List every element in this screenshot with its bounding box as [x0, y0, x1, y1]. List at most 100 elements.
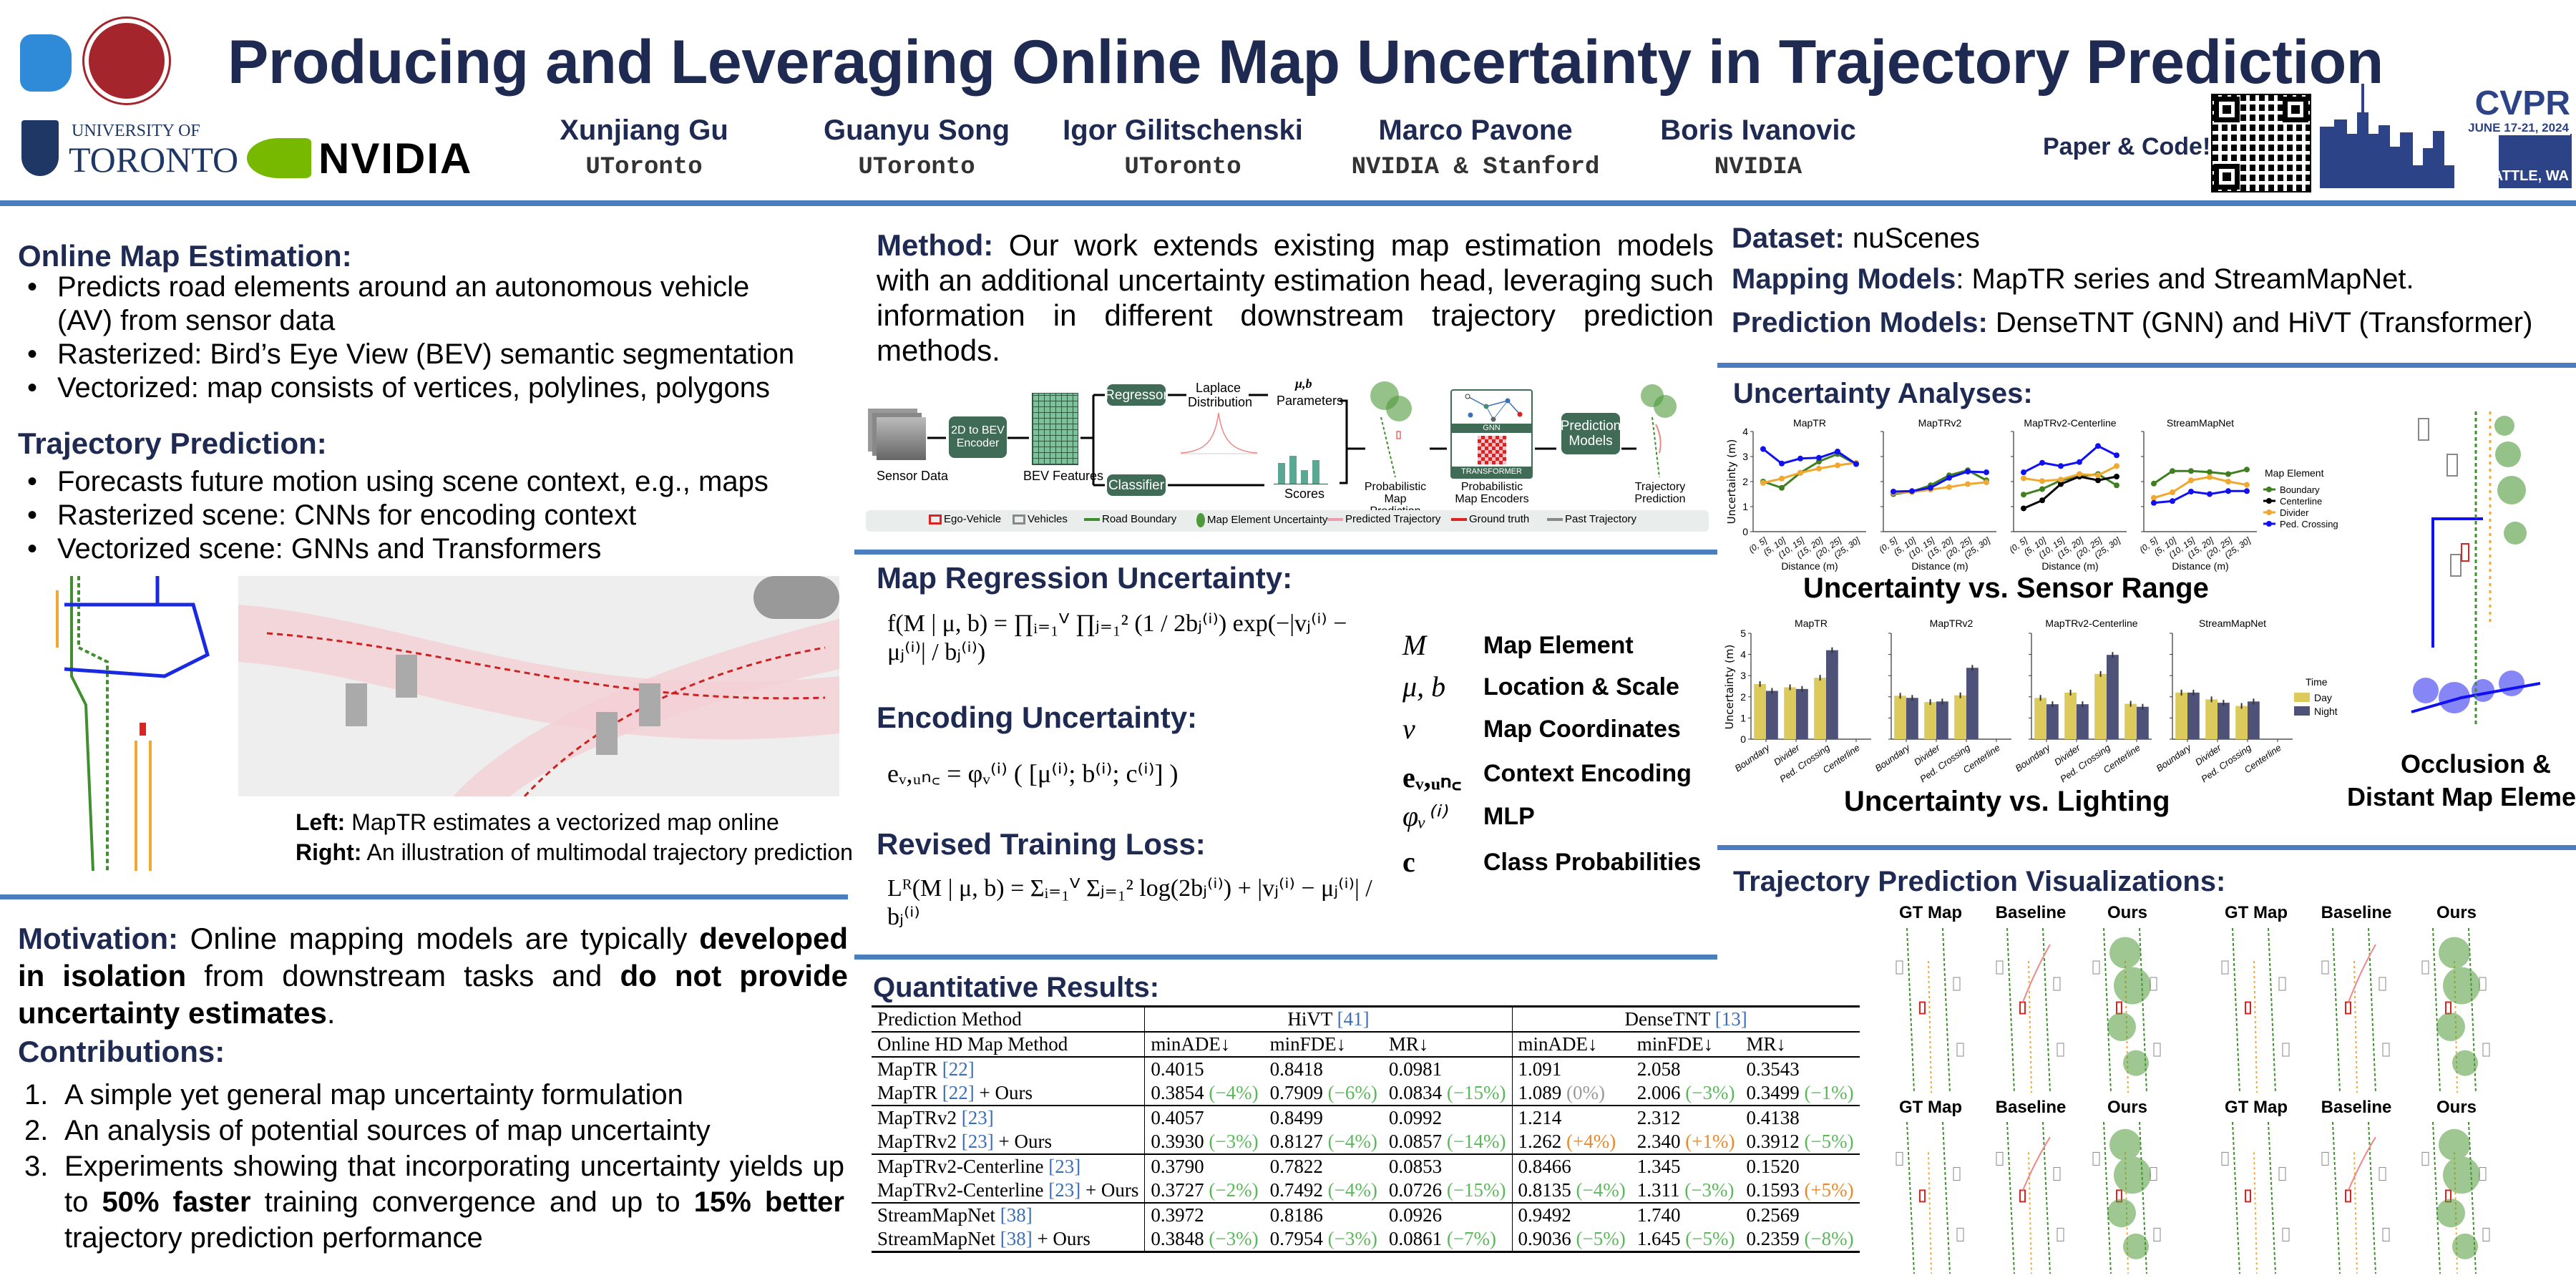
delta-badge: (−5%) — [1799, 1131, 1854, 1152]
cvpr-logo: CVPR JUNE 17-21, 2024 SEATTLE, WA — [2320, 84, 2572, 188]
legend-vehicles: Vehicles — [1013, 513, 1068, 525]
metric-header: minADE↓ — [1144, 1031, 1264, 1057]
series-line-boundary — [2023, 472, 2117, 496]
value-cell: 0.7909 (−6%) — [1264, 1081, 1383, 1106]
map-visualization-image — [2421, 1121, 2490, 1274]
data-point — [2021, 475, 2026, 482]
x-tick-label: Centerline — [2243, 742, 2283, 775]
training-loss-heading: Revised Training Loss: — [877, 827, 1206, 861]
bev-features-label: BEV Features — [1023, 469, 1104, 483]
symbol: eᵥ,ᵤₙ꜀ — [1402, 761, 1462, 794]
series-line-divider — [2153, 476, 2248, 499]
right-top-divider — [1717, 363, 2576, 368]
panel-label: GT Map — [2225, 1098, 2288, 1117]
data-point — [2095, 472, 2101, 479]
data-point — [2058, 477, 2064, 484]
qr-code[interactable] — [2211, 94, 2311, 192]
symbol: c — [1402, 846, 1415, 878]
data-point — [2021, 492, 2026, 498]
value-cell: 0.3930 (−3%) — [1144, 1130, 1264, 1154]
data-point — [2095, 471, 2101, 477]
y-tick-label: 3 — [1742, 451, 1748, 462]
y-tick-label: 2 — [1742, 476, 1748, 487]
method-cell: MapTRv2 [23] — [872, 1105, 1145, 1130]
value: 1.089 — [1518, 1082, 1562, 1103]
data-point — [1797, 455, 1803, 462]
data-point — [2225, 471, 2231, 477]
list-item: Predicts road elements around an autonom… — [14, 270, 794, 304]
panel-label: Ours — [2436, 903, 2477, 922]
method-name: MapTR — [877, 1082, 942, 1103]
method-cell: MapTRv2 [23] + Ours — [872, 1130, 1145, 1154]
contributions-heading: Contributions: — [18, 1035, 225, 1068]
data-point — [1779, 484, 1785, 491]
cvpr-wordmark: CVPR — [2474, 84, 2570, 122]
legend-past-trajectory: Past Trajectory — [1547, 513, 1636, 525]
value-cell: 0.8418 — [1264, 1056, 1383, 1081]
qr-finder-icon — [2214, 164, 2240, 190]
dataset-label: Dataset: — [1732, 223, 1845, 254]
x-tick-label: (20, 25] — [2204, 535, 2234, 560]
y-axis-label: Uncertainty (m) — [1723, 645, 1736, 730]
x-tick-label: (15, 20] — [1925, 535, 1955, 560]
delta-badge: (−4%) — [1571, 1179, 1626, 1201]
x-tick-label: Boundary — [1873, 741, 1913, 774]
symbol-label: Map Element — [1483, 632, 1634, 659]
author-5: Boris Ivanovic NVIDIA — [1622, 114, 1894, 181]
transformer-label: TRANSFORMER — [1452, 467, 1531, 477]
delta-badge: (−5%) — [1571, 1228, 1626, 1249]
author-name: Boris Ivanovic — [1660, 114, 1856, 146]
toronto-logo-line2: TORONTO — [69, 140, 239, 180]
delta-badge: (+4%) — [1561, 1131, 1616, 1152]
x-tick-label: (0, 5] — [1877, 535, 1899, 555]
symbol-label: Location & Scale — [1483, 673, 1679, 701]
x-tick-label: Boundary — [2155, 741, 2194, 774]
equations-divider — [854, 955, 1717, 960]
bar-day — [2235, 706, 2248, 739]
value-cell: 0.4057 — [1144, 1105, 1264, 1130]
data-point — [2077, 459, 2082, 465]
data-point — [2114, 452, 2119, 459]
chart-title: StreamMapNet — [2167, 417, 2234, 429]
data-point — [2188, 468, 2194, 474]
delta-badge: (−6%) — [1322, 1082, 1377, 1103]
x-tick-label: Ped. Crossing — [1777, 742, 1832, 785]
author-affiliation: NVIDIA — [1714, 154, 1802, 181]
visualization-panel-ours — [2082, 927, 2172, 1093]
value-cell: 1.091 — [1511, 1056, 1631, 1081]
bar-night — [1966, 668, 1979, 739]
panel-label: GT Map — [2225, 903, 2288, 922]
trajectory-visualizations-heading: Trajectory Prediction Visualizations: — [1733, 866, 2226, 897]
cvpr-dates: JUNE 17-21, 2024 — [2467, 121, 2570, 135]
value: 0.7492 — [1269, 1179, 1323, 1201]
occlusion-caption-line1: Occlusion & — [2400, 749, 2552, 779]
value: 0.3727 — [1151, 1179, 1204, 1201]
delta-badge: (−3%) — [1204, 1131, 1259, 1152]
value: 0.0834 — [1388, 1082, 1443, 1103]
symbol-label: Map Coordinates — [1483, 716, 1681, 743]
method-cell: MapTR [22] — [872, 1056, 1145, 1081]
item-text: Experiments showing that incorporating u… — [64, 1151, 844, 1218]
value: 0.0857 — [1388, 1131, 1443, 1152]
data-point — [2207, 469, 2212, 475]
value: 0.8135 — [1518, 1179, 1571, 1201]
map-visualization-image — [2092, 1121, 2161, 1274]
value: 0.4138 — [1746, 1107, 1800, 1128]
legend-label: Map Element Uncertainty — [1207, 513, 1328, 526]
prediction-models-line: Prediction Models: DenseTNT (GNN) and Hi… — [1732, 306, 2532, 340]
value: 0.3848 — [1151, 1228, 1204, 1249]
data-point — [1835, 451, 1840, 457]
probabilistic-map-encoders-label: Probabilistic Map Encoders — [1455, 481, 1529, 505]
contributions-list: 1. A simple yet general map uncertainty f… — [14, 1077, 844, 1256]
value: 0.0992 — [1388, 1107, 1443, 1128]
x-tick-label: Divider — [2193, 742, 2223, 768]
encoder-box: 2D to BEV Encoder — [949, 416, 1007, 458]
online-map-estimation-list: Predicts road elements around an autonom… — [14, 270, 794, 405]
value-cell: 2.058 — [1631, 1056, 1741, 1081]
delta-badge: (−14%) — [1442, 1131, 1506, 1152]
lighting-chart-caption: Uncertainty vs. Lighting — [1844, 786, 2170, 817]
motivation-paragraph: Motivation: Online mapping models are ty… — [18, 920, 848, 1032]
visualization-panel-ours — [2411, 1121, 2502, 1274]
group-header-cell: HiVT [41] — [1144, 1005, 1513, 1032]
series-line-boundary — [1893, 469, 1987, 495]
